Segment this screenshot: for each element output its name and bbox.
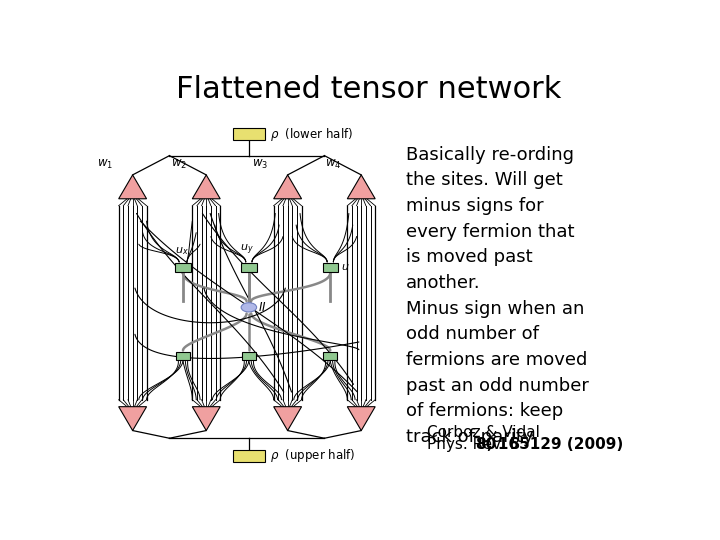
Bar — [175, 263, 191, 272]
Text: $w_2$: $w_2$ — [171, 158, 187, 171]
Bar — [233, 450, 265, 462]
Text: Flattened tensor network: Flattened tensor network — [176, 75, 562, 104]
Text: Basically re-ording
the sites. Will get
minus signs for
every fermion that
is mo: Basically re-ording the sites. Will get … — [406, 146, 575, 292]
Bar — [323, 263, 338, 272]
Ellipse shape — [241, 303, 256, 312]
Bar — [233, 128, 265, 140]
Text: $w_3$: $w_3$ — [252, 158, 269, 171]
Bar — [176, 352, 190, 360]
Text: Minus sign when an
odd number of
fermions are moved
past an odd number
of fermio: Minus sign when an odd number of fermion… — [406, 300, 589, 446]
Text: , 165129 (2009): , 165129 (2009) — [487, 437, 623, 453]
Polygon shape — [119, 407, 147, 430]
Polygon shape — [274, 407, 302, 430]
Text: $w_4$: $w_4$ — [325, 158, 342, 171]
Text: $\rho$  (upper half): $\rho$ (upper half) — [270, 448, 355, 464]
Polygon shape — [347, 175, 375, 199]
Text: $u_y$: $u_y$ — [240, 242, 254, 256]
Text: $u$: $u$ — [341, 262, 350, 272]
Text: 80: 80 — [475, 437, 496, 453]
Bar — [323, 352, 337, 360]
Text: $u_x$: $u_x$ — [174, 245, 189, 256]
Polygon shape — [347, 407, 375, 430]
Polygon shape — [119, 175, 147, 199]
Text: $II$: $II$ — [258, 301, 267, 314]
Text: $\rho$  (lower half): $\rho$ (lower half) — [270, 126, 353, 143]
Text: Phys. Rev. B: Phys. Rev. B — [427, 437, 521, 453]
Polygon shape — [192, 407, 220, 430]
Bar — [241, 263, 256, 272]
Polygon shape — [274, 175, 302, 199]
Text: Corboz & Vidal: Corboz & Vidal — [427, 425, 540, 440]
Bar — [242, 352, 256, 360]
Polygon shape — [192, 175, 220, 199]
Text: $w_1$: $w_1$ — [97, 158, 113, 171]
